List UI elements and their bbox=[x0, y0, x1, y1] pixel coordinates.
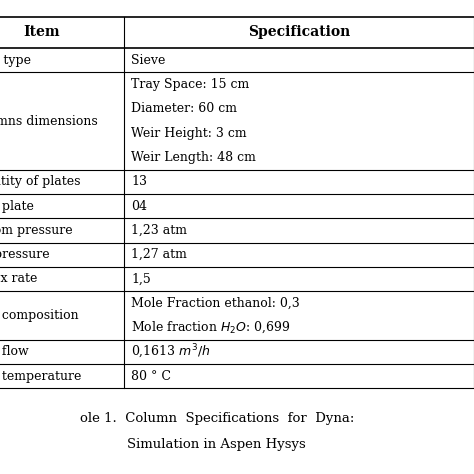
Text: Columns dimensions: Columns dimensions bbox=[0, 115, 98, 128]
Text: Plate type: Plate type bbox=[0, 54, 31, 67]
Text: Weir Height: 3 cm: Weir Height: 3 cm bbox=[131, 127, 247, 140]
Text: Tray Space: 15 cm: Tray Space: 15 cm bbox=[131, 78, 250, 91]
Text: 0,1613 $m^3/h$: 0,1613 $m^3/h$ bbox=[131, 343, 211, 361]
Text: 13: 13 bbox=[131, 175, 147, 188]
Text: Item: Item bbox=[24, 26, 60, 39]
Text: 80 ° C: 80 ° C bbox=[131, 370, 172, 383]
Text: 1,27 atm: 1,27 atm bbox=[131, 248, 187, 261]
Text: Top pressure: Top pressure bbox=[0, 248, 49, 261]
Text: ole 1.  Column  Specifications  for  Dyna:: ole 1. Column Specifications for Dyna: bbox=[80, 412, 354, 425]
Text: Feed flow: Feed flow bbox=[0, 346, 28, 358]
Text: Feed plate: Feed plate bbox=[0, 200, 34, 212]
Text: Diameter: 60 cm: Diameter: 60 cm bbox=[131, 102, 237, 115]
Text: 04: 04 bbox=[131, 200, 147, 212]
Text: Feed temperature: Feed temperature bbox=[0, 370, 81, 383]
Text: 1,5: 1,5 bbox=[131, 273, 151, 285]
Text: Sieve: Sieve bbox=[131, 54, 166, 67]
Text: Reflux rate: Reflux rate bbox=[0, 273, 37, 285]
Text: Simulation in Aspen Hysys: Simulation in Aspen Hysys bbox=[128, 438, 306, 451]
Text: Weir Length: 48 cm: Weir Length: 48 cm bbox=[131, 151, 256, 164]
Text: Mole fraction $H_2O$: 0,699: Mole fraction $H_2O$: 0,699 bbox=[131, 320, 291, 335]
Text: Feed composition: Feed composition bbox=[0, 309, 78, 322]
Text: Mole Fraction ethanol: 0,3: Mole Fraction ethanol: 0,3 bbox=[131, 297, 300, 310]
Text: 1,23 atm: 1,23 atm bbox=[131, 224, 187, 237]
Text: Bottom pressure: Bottom pressure bbox=[0, 224, 73, 237]
Text: Quantity of plates: Quantity of plates bbox=[0, 175, 80, 188]
Text: Specification: Specification bbox=[248, 26, 350, 39]
